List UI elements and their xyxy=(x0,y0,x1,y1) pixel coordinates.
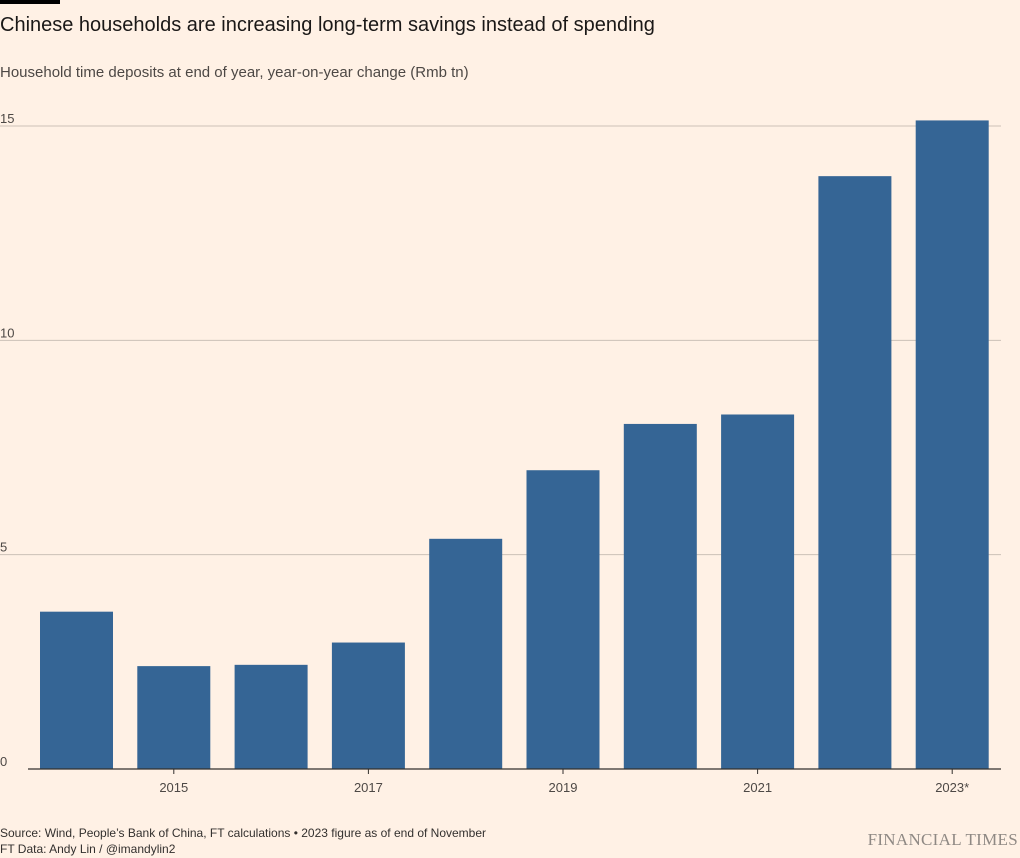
footer: Source: Wind, People’s Bank of China, FT… xyxy=(0,825,486,857)
bar xyxy=(137,666,211,769)
bar xyxy=(331,642,405,769)
ft-top-bar xyxy=(0,0,60,4)
bars xyxy=(40,120,989,769)
x-tick-label: 2017 xyxy=(354,780,383,795)
axes: 2015 2017 2019 2021 2023* xyxy=(28,768,1001,795)
y-tick-label: 5 xyxy=(0,540,7,555)
x-tick-label: 2019 xyxy=(549,780,578,795)
bar xyxy=(526,470,600,769)
bar xyxy=(818,176,892,769)
x-tick-label: 2021 xyxy=(743,780,772,795)
bar xyxy=(915,120,989,769)
chart-title: Chinese households are increasing long-t… xyxy=(0,14,655,36)
bar xyxy=(429,538,503,769)
bar xyxy=(40,611,113,769)
ft-logo: FINANCIAL TIMES xyxy=(867,830,1018,849)
chart-subtitle: Household time deposits at end of year, … xyxy=(0,64,469,81)
bar xyxy=(623,423,697,769)
x-tick-label: 2023* xyxy=(935,780,969,795)
x-tick-label: 2015 xyxy=(159,780,188,795)
y-tick-label: 0 xyxy=(0,754,7,769)
bar-chart: 0 5 10 15 2015 2017 2019 2021 2023* xyxy=(0,111,1001,795)
source-note: Source: Wind, People’s Bank of China, FT… xyxy=(0,826,487,840)
y-tick-label: 10 xyxy=(0,325,14,340)
credit-note: FT Data: Andy Lin / @imandylin2 xyxy=(0,842,176,856)
bar xyxy=(721,414,795,769)
y-tick-label: 15 xyxy=(0,111,14,126)
bar xyxy=(234,664,308,769)
